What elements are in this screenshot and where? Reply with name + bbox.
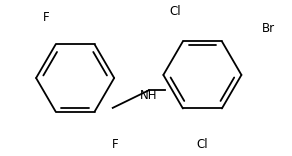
Text: Cl: Cl — [169, 5, 181, 18]
Text: NH: NH — [140, 89, 158, 102]
Text: F: F — [112, 138, 119, 151]
Text: Cl: Cl — [197, 138, 208, 151]
Text: Br: Br — [262, 22, 275, 35]
Text: F: F — [43, 11, 50, 24]
